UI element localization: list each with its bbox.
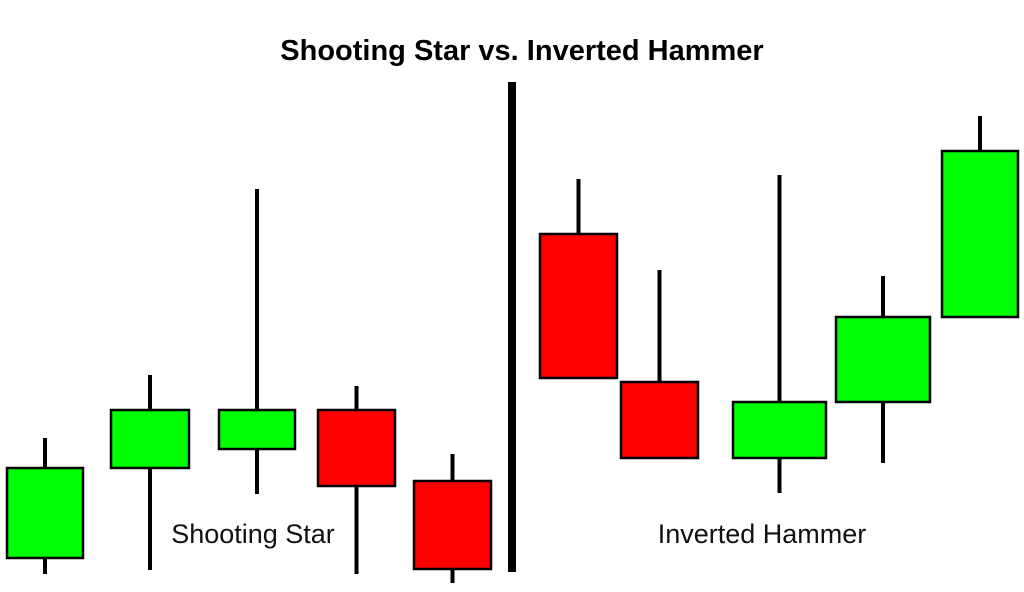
inverted-hammer-candle-2 <box>619 270 700 460</box>
shooting-star-candle-3 <box>217 189 297 494</box>
inverted-hammer-candle-3-body <box>731 400 828 460</box>
shooting-star-candle-5 <box>412 454 493 583</box>
shooting-star-candle-2 <box>109 375 191 570</box>
diagram-title: Shooting Star vs. Inverted Hammer <box>280 35 763 67</box>
shooting-star-candle-5-body <box>412 479 493 571</box>
inverted-hammer-candle-3 <box>731 175 828 493</box>
inverted-hammer-candle-4-body <box>834 315 932 404</box>
shooting-star-label: Shooting Star <box>171 519 335 549</box>
shooting-star-candle-1-body <box>5 466 85 560</box>
shooting-star-candle-2-body <box>109 408 191 470</box>
shooting-star-candle-4-body <box>316 408 397 488</box>
shooting-star-candle-1 <box>5 438 85 574</box>
shooting-star-candle-3-body <box>217 408 297 451</box>
inverted-hammer-candle-1 <box>538 179 619 380</box>
inverted-hammer-candle-4 <box>834 276 932 463</box>
inverted-hammer-candle-1-body <box>538 232 619 380</box>
shooting-star-candle-4 <box>316 386 397 574</box>
inverted-hammer-label: Inverted Hammer <box>658 519 867 549</box>
inverted-hammer-candle-2-body <box>619 380 700 460</box>
inverted-hammer-candle-5 <box>940 116 1020 319</box>
candles-layer <box>5 116 1020 583</box>
inverted-hammer-candle-5-body <box>940 149 1020 319</box>
